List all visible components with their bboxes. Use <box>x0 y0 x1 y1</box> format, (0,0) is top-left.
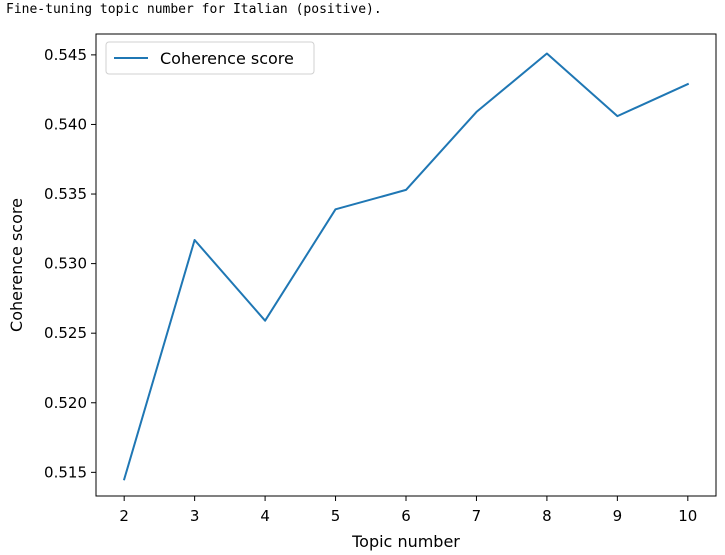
x-tick-label: 4 <box>260 507 270 525</box>
x-tick-label: 9 <box>613 507 623 525</box>
legend-label: Coherence score <box>160 49 294 68</box>
plot-area-frame <box>95 33 717 497</box>
x-tick-label: 6 <box>401 507 411 525</box>
y-axis-ticks: 0.515 0.520 0.525 0.530 0.535 0.540 0.545 <box>44 46 96 481</box>
x-tick-label: 8 <box>542 507 552 525</box>
y-tick-label: 0.525 <box>44 324 87 342</box>
series-layer <box>122 52 690 481</box>
x-tick-label: 3 <box>190 507 200 525</box>
y-tick-label: 0.520 <box>44 394 87 412</box>
legend: Coherence score <box>105 41 315 75</box>
series-line <box>122 52 690 481</box>
x-axis-label: Topic number <box>351 532 460 551</box>
figure-caption: Fine-tuning topic number for Italian (po… <box>6 2 382 17</box>
x-tick-label: 5 <box>331 507 341 525</box>
x-tick-label: 10 <box>678 507 697 525</box>
y-axis-label: Coherence score <box>7 198 26 332</box>
y-tick-label: 0.540 <box>44 115 87 133</box>
y-tick-label: 0.515 <box>44 463 87 481</box>
y-tick-label: 0.545 <box>44 46 87 64</box>
x-tick-label: 7 <box>472 507 482 525</box>
legend-box <box>105 41 315 75</box>
y-tick-label: 0.530 <box>44 255 87 273</box>
y-tick-label: 0.535 <box>44 185 87 203</box>
x-tick-label: 2 <box>119 507 129 525</box>
x-axis-ticks: 2 3 4 5 6 7 8 9 10 <box>119 496 697 525</box>
